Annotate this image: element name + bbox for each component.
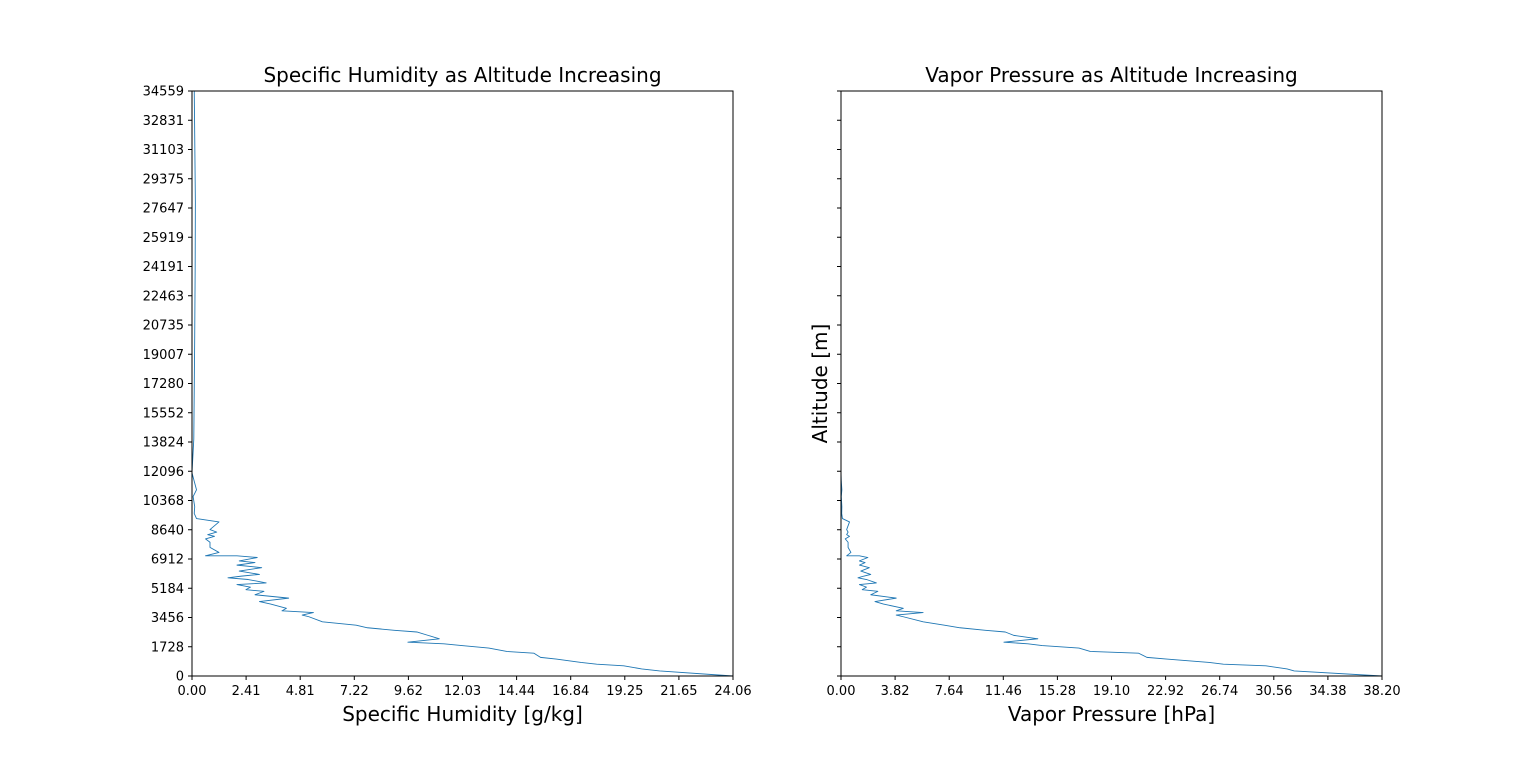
y-tick-label: 20735 xyxy=(143,319,184,334)
y-tick-label: 8640 xyxy=(151,523,184,538)
y-tick-label: 17280 xyxy=(143,377,184,392)
y-tick-label: 31103 xyxy=(143,143,184,158)
y-tick-label: 5184 xyxy=(151,582,184,597)
y-tick-label: 0 xyxy=(176,670,184,685)
x-tick-label: 21.65 xyxy=(660,684,697,699)
x-tick-label: 16.84 xyxy=(552,684,589,699)
y-tick-label: 10368 xyxy=(143,494,184,509)
y-tick-label: 27647 xyxy=(143,202,184,217)
y-tick-label: 3456 xyxy=(151,611,184,626)
x-tick-label: 19.10 xyxy=(1093,684,1130,699)
subplot-2: 0.00 3.82 7.64 11.46 15.28 19.10 22.92 26.74 30.… xyxy=(808,63,1401,726)
chart-title: Specific Humidity as Altitude Increasing xyxy=(263,63,661,87)
x-tick-label: 38.20 xyxy=(1363,684,1400,699)
y-tick-label: 19007 xyxy=(143,348,184,363)
x-tick-label: 0.00 xyxy=(827,684,856,699)
x-tick-label: 11.46 xyxy=(985,684,1022,699)
x-axis-label: Specific Humidity [g/kg] xyxy=(342,702,583,726)
x-tick-label: 7.64 xyxy=(935,684,964,699)
y-tick-label: 34559 xyxy=(143,85,184,100)
y-tick-label: 29375 xyxy=(143,172,184,187)
y-axis-label: Altitude [m] xyxy=(808,324,832,444)
x-tick-label: 22.92 xyxy=(1147,684,1184,699)
x-tick-label: 0.00 xyxy=(178,684,207,699)
x-tick-label: 12.03 xyxy=(444,684,481,699)
series-line-1 xyxy=(840,472,1383,677)
x-tick-label: 3.82 xyxy=(881,684,910,699)
x-tick-label: 19.25 xyxy=(606,684,643,699)
y-tick-label: 22463 xyxy=(143,289,184,304)
chart-title: Vapor Pressure as Altitude Increasing xyxy=(925,63,1297,87)
y-tick-label: 13824 xyxy=(143,436,184,451)
x-tick-label: 7.22 xyxy=(340,684,369,699)
x-tick-label: 4.81 xyxy=(286,684,315,699)
subplot-1: 0.00 2.41 4.81 7.22 9.62 12.03 14.44 16.84 19.25… xyxy=(143,63,752,726)
axes-frame xyxy=(840,90,1383,677)
axes-frame xyxy=(191,90,734,677)
y-tick-label: 25919 xyxy=(143,231,184,246)
x-tick-label: 24.06 xyxy=(714,684,751,699)
y-tick-label: 15552 xyxy=(143,406,184,421)
y-tick-label: 12096 xyxy=(143,465,184,480)
series-line-1 xyxy=(191,90,734,677)
y-tick-label: 6912 xyxy=(151,553,184,568)
x-tick-label: 2.41 xyxy=(232,684,261,699)
y-tick-label: 24191 xyxy=(143,260,184,275)
x-tick-label: 14.44 xyxy=(498,684,535,699)
x-tick-label: 34.38 xyxy=(1309,684,1346,699)
x-tick-label: 9.62 xyxy=(394,684,423,699)
x-tick-label: 15.28 xyxy=(1039,684,1076,699)
x-axis-label: Vapor Pressure [hPa] xyxy=(1008,702,1215,726)
x-tick-label: 26.74 xyxy=(1201,684,1238,699)
y-tick-label: 1728 xyxy=(151,640,184,655)
x-tick-label: 30.56 xyxy=(1255,684,1292,699)
y-tick-label: 32831 xyxy=(143,114,184,129)
